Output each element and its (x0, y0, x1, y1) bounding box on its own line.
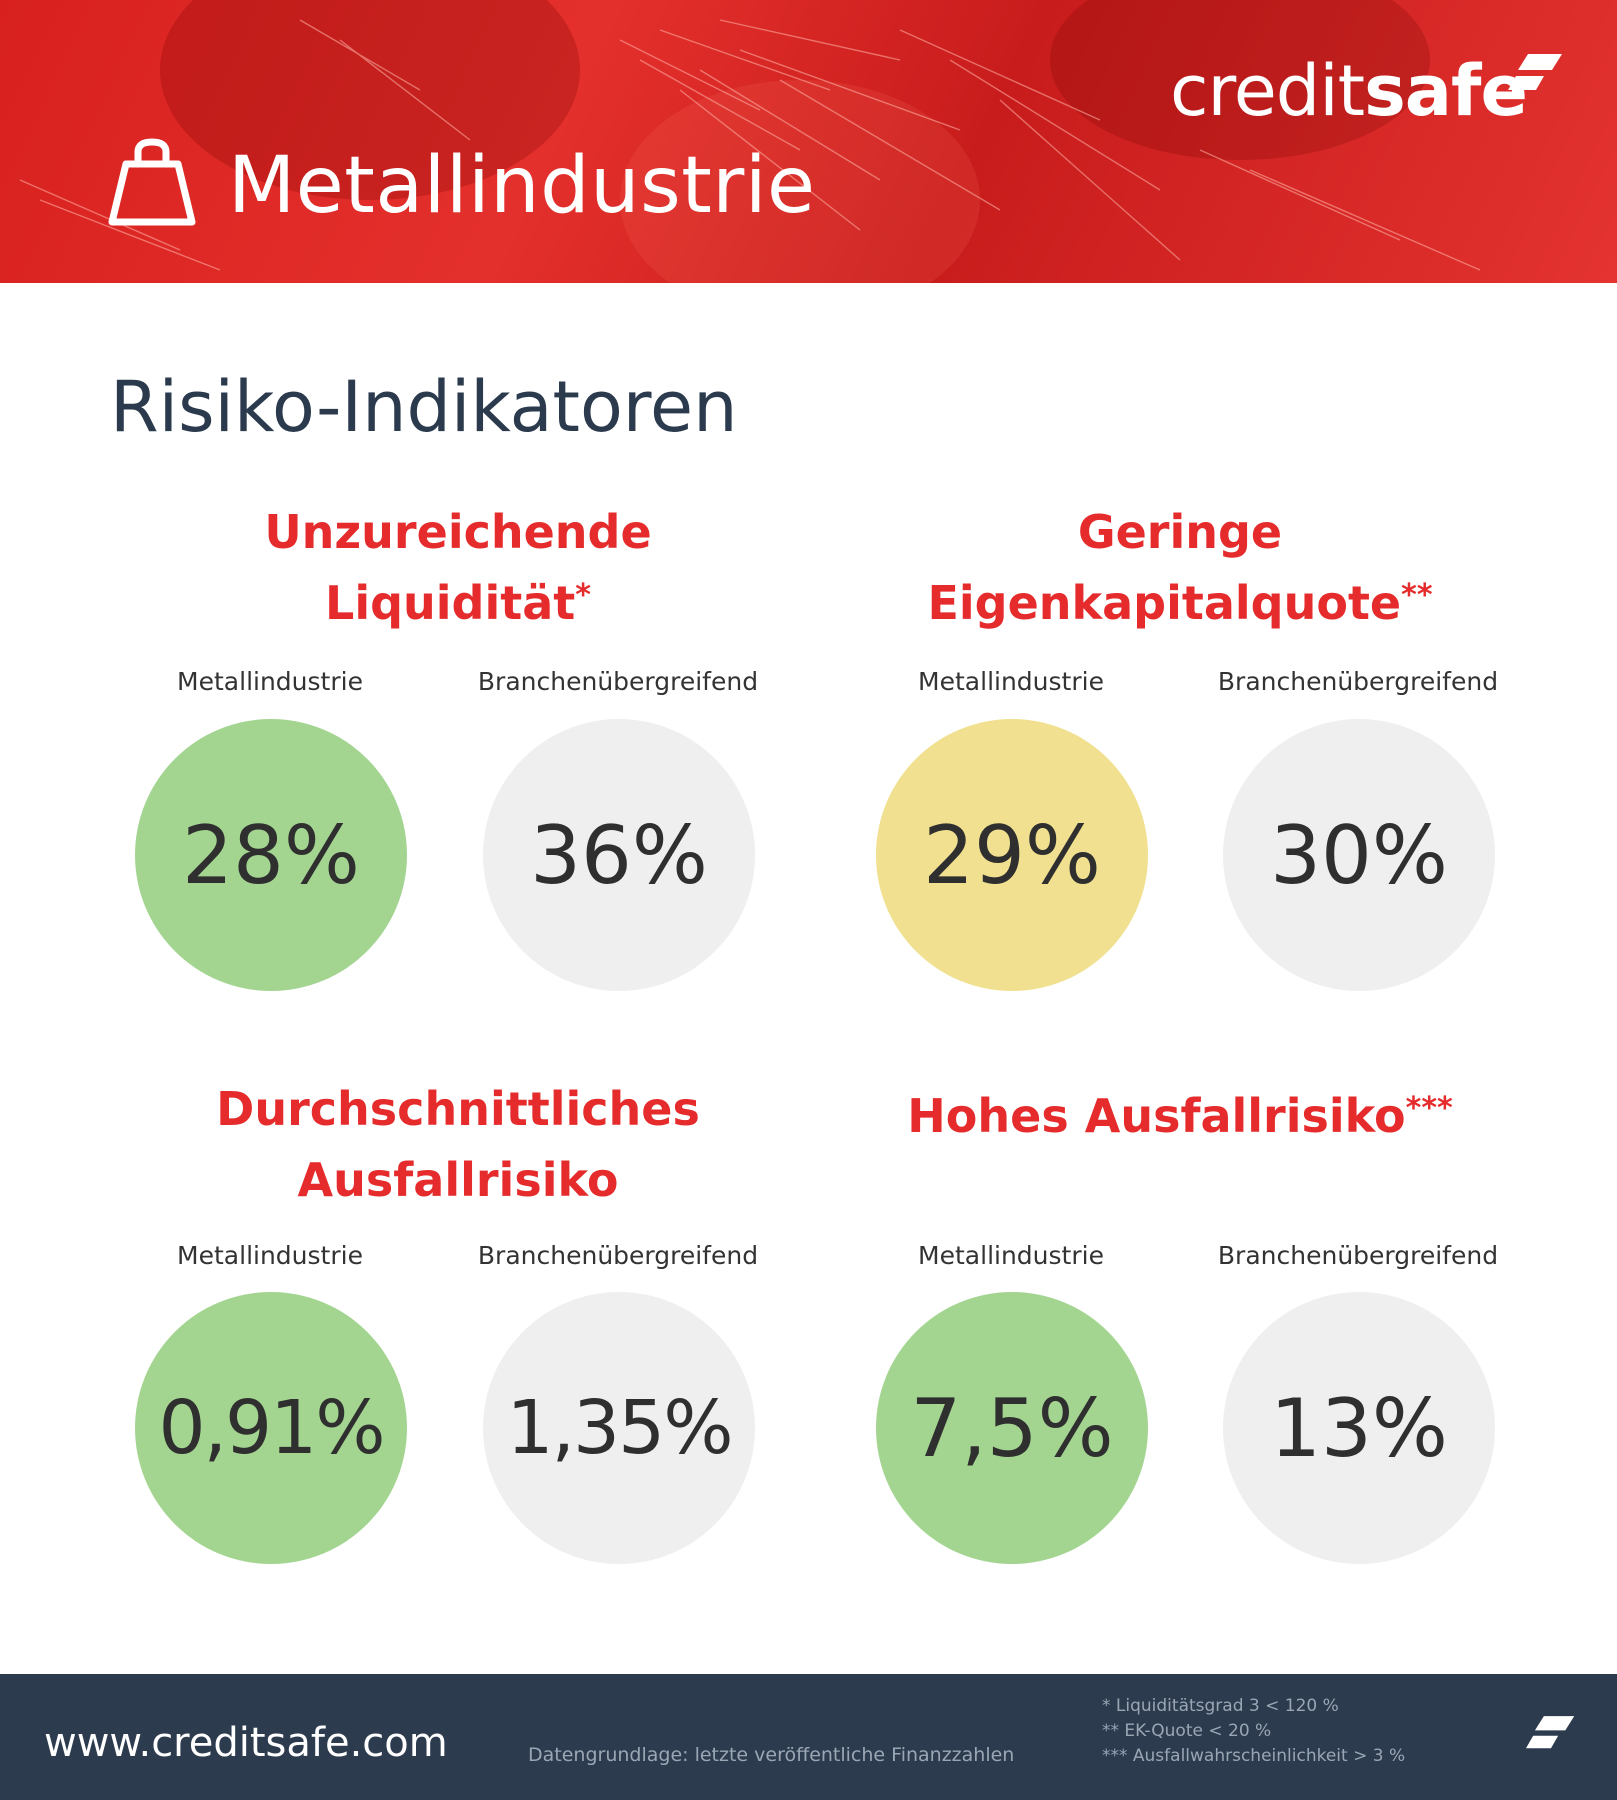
logo-mark-icon (1508, 54, 1562, 90)
indicator-high-default-risk: Hohes Ausfallrisiko*** Metallindustrie B… (810, 1077, 1550, 1577)
section-title: Risiko-Indikatoren (110, 366, 738, 448)
footnote: *** Ausfallwahrscheinlichkeit > 3 % (1102, 1746, 1406, 1766)
indicator-title: Hohes Ausfallrisiko*** (907, 1089, 1453, 1143)
metall-label: Metallindustrie (177, 667, 363, 696)
header-title: Metallindustrie (228, 141, 816, 231)
website-link[interactable]: www.creditsafe.com (44, 1720, 448, 1766)
branche-value-circle: 30% (1223, 719, 1495, 991)
metall-value-circle: 28% (135, 719, 407, 991)
indicator-title: Unzureichende Liquidität* (264, 505, 652, 630)
logo-wordmark: creditsafe (1170, 50, 1528, 132)
header-banner: Metallindustrie creditsafe (0, 0, 1617, 283)
metall-label: Metallindustrie (918, 667, 1104, 696)
metall-label: Metallindustrie (918, 1241, 1104, 1270)
metall-value-circle: 7,5% (876, 1292, 1148, 1564)
metall-label: Metallindustrie (177, 1241, 363, 1270)
logo-mark-icon (1526, 1716, 1575, 1749)
indicator-title: Geringe Eigenkapitalquote** (927, 505, 1433, 630)
indicator-average-default-risk: Durchschnittliches Ausfallrisiko Metalli… (88, 1077, 828, 1577)
indicator-equity-ratio: Geringe Eigenkapitalquote** Metallindust… (810, 500, 1550, 1000)
branche-label: Branchenübergreifend (1217, 667, 1499, 696)
metall-value-circle: 29% (876, 719, 1148, 991)
footnotes: * Liquiditätsgrad 3 < 120 % ** EK-Quote … (1102, 1694, 1405, 1769)
indicator-title: Durchschnittliches Ausfallrisiko (216, 1082, 700, 1207)
banner-texture (1050, 0, 1430, 160)
banner-texture (620, 80, 980, 283)
data-source-note: Datengrundlage: letzte veröffentliche Fi… (528, 1744, 1015, 1766)
sparks-decoration (19, 19, 1481, 271)
metall-value-circle: 0,91% (135, 1292, 407, 1564)
footnote: * Liquiditätsgrad 3 < 120 % (1102, 1696, 1339, 1716)
branche-value-circle: 13% (1223, 1292, 1495, 1564)
branche-value-circle: 1,35% (483, 1292, 755, 1564)
footnote: ** EK-Quote < 20 % (1102, 1721, 1272, 1741)
branche-label: Branchenübergreifend (1217, 1241, 1499, 1270)
indicator-liquidity: Unzureichende Liquidität* Metallindustri… (88, 500, 828, 1000)
banner-texture (160, 0, 580, 200)
weight-icon (108, 138, 196, 226)
creditsafe-logo[interactable]: creditsafe (1170, 48, 1562, 138)
branche-value-circle: 36% (483, 719, 755, 991)
branche-label: Branchenübergreifend (477, 1241, 759, 1270)
branche-label: Branchenübergreifend (477, 667, 759, 696)
footer: www.creditsafe.com Datengrundlage: letzt… (0, 1674, 1617, 1800)
